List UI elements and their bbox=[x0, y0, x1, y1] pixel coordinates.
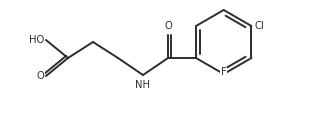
Text: O: O bbox=[164, 21, 172, 31]
Text: Cl: Cl bbox=[255, 21, 264, 31]
Text: HO: HO bbox=[29, 35, 44, 45]
Text: O: O bbox=[36, 71, 44, 81]
Text: NH: NH bbox=[135, 80, 151, 90]
Text: F: F bbox=[221, 67, 227, 77]
